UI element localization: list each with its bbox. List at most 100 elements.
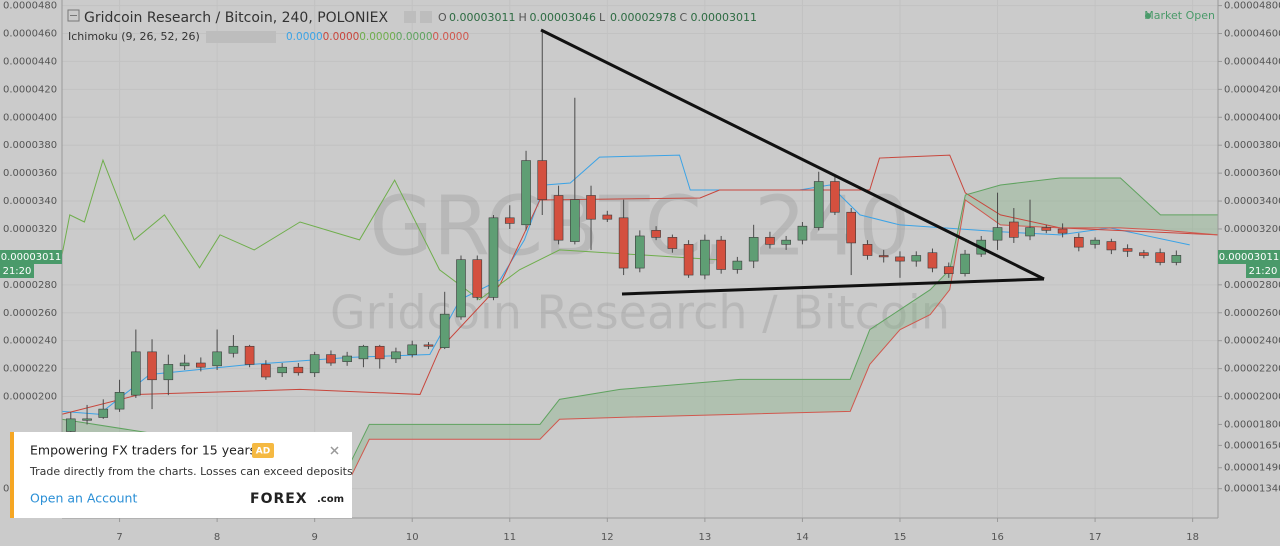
indicator-value: 0.0000	[359, 31, 396, 43]
ohlc-label: O	[438, 11, 447, 24]
candle-body	[147, 351, 157, 381]
indicator-line	[61, 158, 720, 301]
x-tick-label: 12	[601, 532, 614, 543]
candle-body	[98, 408, 109, 418]
candle-body	[504, 217, 515, 224]
header-button[interactable]	[420, 11, 432, 23]
indicator-line	[61, 199, 1219, 480]
candle-body	[456, 259, 466, 318]
candle-body	[911, 255, 922, 262]
y2-tick-label: 0.00002000	[1224, 392, 1280, 403]
x-tick-label: 14	[796, 532, 809, 543]
y2-tick-label: 0.00003600	[1224, 168, 1280, 179]
candle-body	[667, 237, 678, 249]
y2-tick-label: 0.00004200	[1224, 84, 1280, 95]
candle-body	[1073, 237, 1084, 248]
candle-body	[797, 225, 808, 241]
price-label-box	[0, 250, 62, 264]
candle-body	[927, 252, 938, 269]
x-tick-label: 10	[406, 532, 419, 543]
countdown: 21:20	[1249, 266, 1278, 277]
candle-body	[553, 195, 564, 241]
last-price: 0.00003011	[1, 252, 61, 263]
y2-tick-label: 0.00002800	[1224, 280, 1280, 291]
candle-body	[1057, 228, 1068, 234]
indicator-line	[61, 177, 1218, 465]
ohlc-label: H	[519, 11, 527, 24]
y-tick-label: 0.0000380	[3, 140, 57, 151]
candle-body	[1090, 239, 1100, 245]
candle-body	[570, 199, 580, 242]
ad-link[interactable]: Open an Account	[30, 491, 137, 506]
y-tick-label: 0.0000420	[3, 84, 57, 95]
y2-tick-label: 0.00001340	[1224, 484, 1280, 495]
grid	[62, 0, 1218, 518]
menu-icon[interactable]	[67, 9, 80, 22]
candle-body	[179, 362, 190, 367]
candle-body	[1041, 227, 1052, 231]
candle-body	[862, 244, 873, 256]
y-tick-label: 0.0000440	[3, 56, 57, 67]
candle-body	[732, 260, 743, 270]
candle-body	[228, 345, 239, 354]
y2-tick-label: 0.00004600	[1224, 29, 1280, 40]
candle-body	[765, 237, 775, 245]
ad-title: Empowering FX traders for 15 years	[30, 443, 256, 458]
plot	[61, 30, 1219, 480]
candle-body	[943, 266, 954, 274]
candle-body	[830, 181, 840, 213]
candle-body	[1139, 252, 1149, 256]
candle-body	[748, 237, 759, 262]
y2-tick-label: 0.00004400	[1224, 56, 1280, 67]
indicator-buttons[interactable]	[206, 31, 276, 43]
candle-body	[163, 364, 174, 381]
x-tick-label: 7	[116, 532, 122, 543]
candle-body	[635, 235, 645, 269]
indicator-title: Ichimoku (9, 26, 52, 26)	[68, 30, 200, 43]
countdown-box	[1246, 264, 1280, 278]
indicator-value: 0.0000	[432, 31, 469, 43]
y-tick-label: 0.0000280	[3, 280, 57, 291]
y2-tick-label: 0.00003800	[1224, 140, 1280, 151]
last-price: 0.00003011	[1219, 252, 1279, 263]
candle-body	[212, 351, 222, 367]
candle-body	[358, 345, 369, 360]
candle-body	[407, 344, 418, 355]
candle-body	[261, 364, 271, 378]
y-tick-label: 0.0000460	[3, 29, 57, 40]
x-tick-label: 11	[503, 532, 516, 543]
ad: Empowering FX traders for 15 years AD Tr…	[10, 432, 353, 518]
y2-tick-label: 0.00002600	[1224, 308, 1280, 319]
ad-close[interactable]	[330, 446, 339, 455]
candle-body	[1009, 221, 1019, 238]
candle-body	[960, 253, 970, 274]
candle-body	[277, 366, 287, 374]
candle-body	[1155, 252, 1165, 263]
indicator-value: 0.0000	[286, 31, 323, 43]
candle-body	[781, 239, 791, 245]
trendline	[540, 28, 1045, 281]
candle-body	[309, 354, 320, 374]
candle-body	[1025, 227, 1035, 237]
y2-tick-label: 0.00001800	[1224, 419, 1280, 430]
ohlc-value: 0.00002978	[610, 11, 676, 24]
ohlc-legend: O 0.00003011 H 0.00003046 L 0.00002978 C 0.0000…	[438, 11, 757, 24]
candle-body	[521, 160, 531, 226]
candle-body	[992, 227, 1003, 241]
header-button[interactable]	[404, 11, 416, 23]
x-tick-label: 17	[1089, 532, 1102, 543]
candle-body	[342, 355, 352, 362]
ad-text: Trade directly from the charts. Losses c…	[29, 465, 353, 478]
y-tick-label: 0.0000240	[3, 336, 57, 347]
ad-box	[10, 432, 352, 518]
candle-body	[586, 195, 596, 220]
candle-body	[391, 351, 401, 360]
candle-body	[1106, 241, 1117, 251]
candle-body	[472, 259, 483, 298]
candle-body	[602, 214, 613, 220]
ohlc-label: C	[680, 11, 688, 24]
price-label-box	[1218, 250, 1280, 264]
y-tick-label: 0.0000200	[3, 392, 57, 403]
ad-brand-suffix: .com	[317, 494, 344, 505]
y2-tick-label: 0.00003200	[1224, 224, 1280, 235]
